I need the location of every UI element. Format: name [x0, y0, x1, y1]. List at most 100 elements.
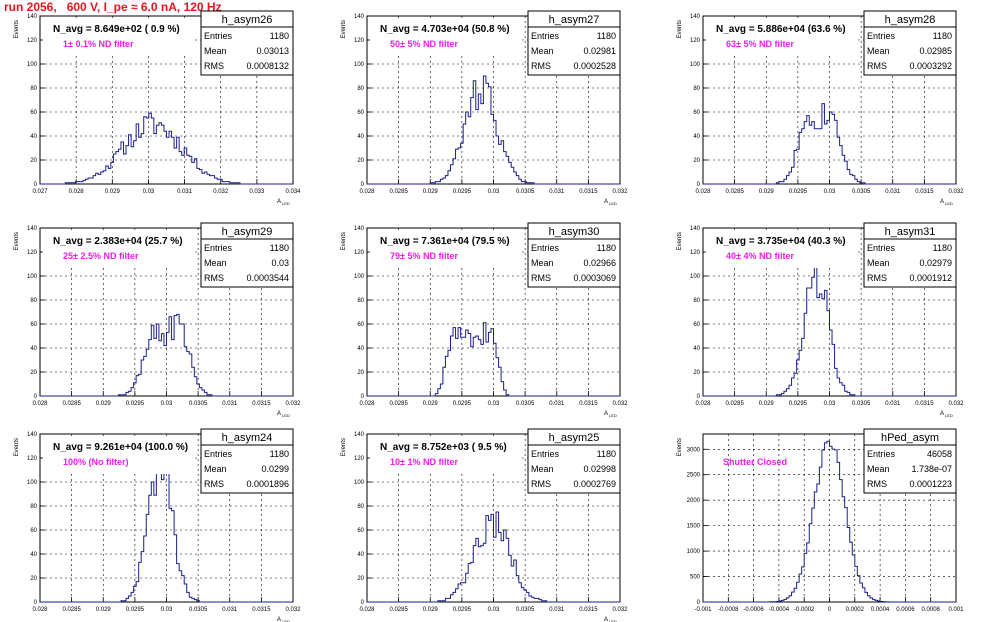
x-tick-label: 0.0285: [725, 401, 744, 407]
histogram-name: h_asym31: [885, 226, 936, 238]
stats-value-rms: 0.0003544: [246, 273, 289, 283]
x-tick-label: 0.028: [695, 401, 711, 407]
filter-label: 63± 5% ND filter: [726, 39, 794, 49]
y-tick-label: 120: [690, 38, 701, 44]
stats-value-rms: 0.0001223: [909, 479, 952, 489]
x-tick-label: 0.028: [359, 189, 375, 195]
stats-value-rms: 0.0002769: [573, 479, 616, 489]
stats-value-mean: 0.02985: [919, 46, 952, 56]
x-axis-label: A: [940, 199, 944, 205]
navg-box-bg: [43, 19, 193, 56]
y-tick-label: 80: [30, 504, 37, 510]
stats-value-entries: 46058: [927, 449, 952, 459]
stats-value-mean: 0.03: [271, 258, 289, 268]
navg-box-bg: [706, 231, 856, 268]
y-tick-label: 80: [357, 298, 364, 304]
x-tick-label: 0.031: [222, 401, 238, 407]
y-tick-label: 140: [27, 432, 38, 438]
x-axis-label: A: [277, 617, 281, 622]
stats-key-rms: RMS: [531, 273, 551, 283]
navg-text: N_avg = 2.383e+04 (25.7 %): [53, 236, 183, 247]
y-tick-label: 40: [357, 552, 364, 558]
x-tick-label: 0.028: [32, 401, 48, 407]
x-tick-label: 0.0305: [516, 189, 535, 195]
x-tick-label: 0.0305: [189, 607, 208, 613]
y-tick-label: 40: [30, 552, 37, 558]
x-tick-label: 0.028: [695, 189, 711, 195]
stats-key-mean: Mean: [204, 258, 227, 268]
stats-value-rms: 0.0003292: [909, 61, 952, 71]
x-tick-label: 0.0004: [871, 607, 890, 613]
navg-box-bg: [706, 19, 856, 56]
stats-box: [200, 428, 294, 494]
histogram-name: h_asym25: [549, 432, 600, 444]
stats-value-mean: 0.02981: [583, 46, 616, 56]
x-tick-label: 0.032: [612, 189, 628, 195]
x-tick-label: 0.0295: [453, 189, 472, 195]
histogram-line: [703, 252, 956, 397]
y-tick-label: 20: [30, 158, 37, 164]
histogram-panel-h_asym26: 0.027 0.028 0.029 0.03 0.031 0.032 0.033 0.034 0…: [14, 10, 301, 206]
x-tick-label: 0.028: [359, 607, 375, 613]
stats-key-mean: Mean: [867, 46, 890, 56]
x-tick-label: 0.0285: [389, 189, 408, 195]
x-tick-label: 0.0305: [516, 607, 535, 613]
x-tick-label: 0.0315: [252, 401, 271, 407]
y-tick-label: 60: [30, 322, 37, 328]
x-axis-label-subscript: LED: [609, 413, 617, 418]
histogram-panel-h_asym30: 0.028 0.0285 0.029 0.0295 0.03 0.0305 0.031 0.0…: [341, 222, 628, 418]
x-tick-label: 0.0315: [915, 401, 934, 407]
x-axis-label: A: [277, 411, 281, 417]
y-tick-label: 20: [30, 576, 37, 582]
navg-box-bg: [43, 231, 193, 268]
y-tick-label: 80: [357, 504, 364, 510]
stats-key-mean: Mean: [531, 46, 554, 56]
x-tick-label: 0.033: [249, 189, 265, 195]
histogram-name: hPed_asym: [881, 432, 939, 444]
x-tick-label: 0.0305: [852, 401, 871, 407]
stats-key-rms: RMS: [867, 273, 887, 283]
x-tick-label: 0.032: [948, 401, 964, 407]
y-tick-label: 0: [697, 600, 701, 606]
navg-text: N_avg = 8.752e+03 ( 9.5 %): [380, 442, 507, 453]
stats-key-entries: Entries: [867, 449, 896, 459]
stats-key-mean: Mean: [204, 46, 227, 56]
x-tick-label: 0.0285: [389, 607, 408, 613]
y-tick-label: 120: [27, 38, 38, 44]
stats-key-rms: RMS: [204, 479, 224, 489]
y-tick-label: 2500: [687, 473, 701, 479]
stats-key-rms: RMS: [867, 61, 887, 71]
x-tick-label: 0.032: [612, 607, 628, 613]
x-tick-label: 0.0315: [915, 189, 934, 195]
x-tick-label: 0.029: [423, 607, 439, 613]
stats-box: [200, 222, 294, 288]
x-tick-label: 0.03: [824, 189, 836, 195]
x-axis-label-subscript: LED: [945, 201, 953, 206]
stats-value-mean: 0.02979: [919, 258, 952, 268]
y-tick-label: 60: [357, 322, 364, 328]
histogram-name: h_asym29: [222, 226, 273, 238]
y-tick-label: 60: [357, 528, 364, 534]
x-tick-label: 0.0285: [725, 189, 744, 195]
y-axis-label: Events: [341, 20, 347, 38]
y-tick-label: 1500: [687, 524, 701, 530]
y-axis-label: Events: [14, 20, 20, 38]
stats-key-mean: Mean: [531, 258, 554, 268]
navg-text: N_avg = 5.886e+04 (63.6 %): [716, 24, 846, 35]
stats-box: [863, 428, 957, 494]
stats-value-rms: 0.0008132: [246, 61, 289, 71]
y-tick-label: 0: [34, 182, 38, 188]
stats-key-entries: Entries: [867, 243, 896, 253]
x-tick-label: 0.0002: [846, 607, 865, 613]
x-tick-label: 0.028: [32, 607, 48, 613]
y-tick-label: 40: [357, 346, 364, 352]
histogram-panel-h_asym24: 0.028 0.0285 0.029 0.0295 0.03 0.0305 0.031 0.0…: [14, 428, 301, 622]
x-tick-label: -0.0004: [769, 607, 790, 613]
y-tick-label: 80: [30, 86, 37, 92]
y-tick-label: 0: [34, 600, 38, 606]
x-tick-label: 0.031: [549, 401, 565, 407]
histogram-line: [367, 511, 620, 603]
x-tick-label: 0.034: [285, 189, 301, 195]
y-tick-label: 140: [690, 226, 701, 232]
navg-text: N_avg = 3.735e+04 (40.3 %): [716, 236, 846, 247]
